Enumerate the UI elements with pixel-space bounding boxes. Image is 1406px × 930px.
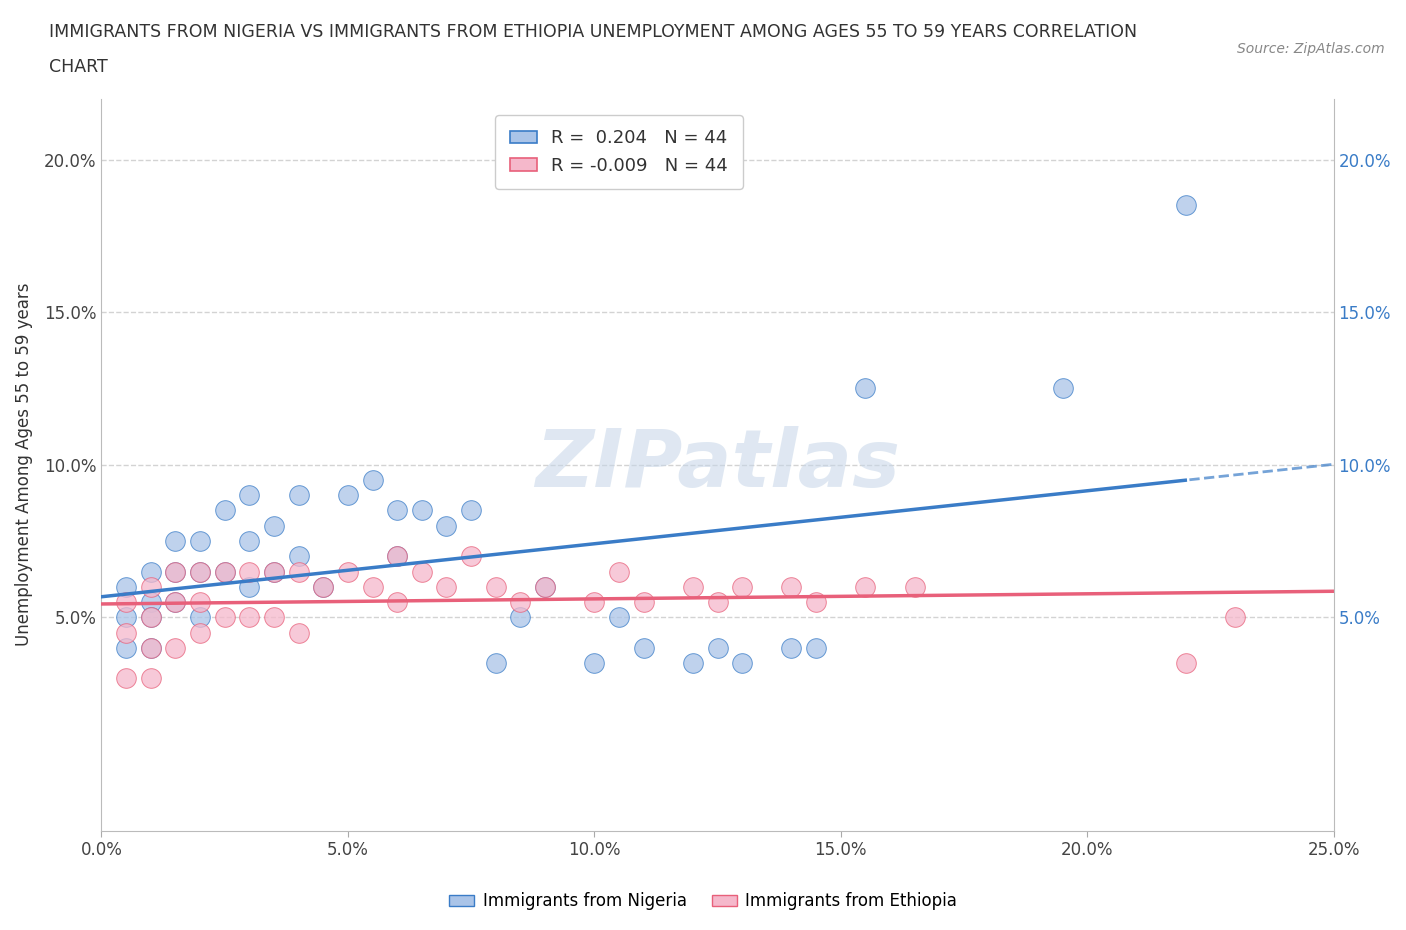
Legend: Immigrants from Nigeria, Immigrants from Ethiopia: Immigrants from Nigeria, Immigrants from… bbox=[443, 885, 963, 917]
Point bbox=[165, 641, 187, 656]
Text: ZIPatlas: ZIPatlas bbox=[536, 426, 900, 504]
Point bbox=[904, 579, 927, 594]
Point bbox=[139, 610, 162, 625]
Point bbox=[385, 594, 408, 609]
Point bbox=[731, 656, 754, 671]
Point bbox=[214, 565, 236, 579]
Point bbox=[165, 565, 187, 579]
Point bbox=[188, 594, 211, 609]
Point bbox=[804, 594, 827, 609]
Point bbox=[214, 610, 236, 625]
Point bbox=[139, 579, 162, 594]
Point bbox=[115, 671, 138, 685]
Point bbox=[214, 503, 236, 518]
Point bbox=[238, 488, 260, 503]
Point bbox=[1174, 656, 1197, 671]
Point bbox=[780, 641, 803, 656]
Point bbox=[583, 656, 606, 671]
Point bbox=[436, 579, 458, 594]
Point bbox=[115, 579, 138, 594]
Point bbox=[238, 579, 260, 594]
Point bbox=[165, 565, 187, 579]
Point bbox=[509, 610, 531, 625]
Point bbox=[312, 579, 335, 594]
Point bbox=[485, 656, 508, 671]
Point bbox=[804, 641, 827, 656]
Point bbox=[1223, 610, 1246, 625]
Point bbox=[460, 549, 482, 564]
Point bbox=[287, 488, 309, 503]
Point bbox=[139, 641, 162, 656]
Point bbox=[115, 641, 138, 656]
Point bbox=[385, 549, 408, 564]
Point bbox=[287, 565, 309, 579]
Point bbox=[139, 671, 162, 685]
Point bbox=[682, 579, 704, 594]
Point bbox=[361, 579, 384, 594]
Point bbox=[188, 534, 211, 549]
Point bbox=[1174, 198, 1197, 213]
Point bbox=[165, 594, 187, 609]
Point bbox=[188, 610, 211, 625]
Point bbox=[583, 594, 606, 609]
Point bbox=[706, 641, 728, 656]
Point bbox=[633, 594, 655, 609]
Point bbox=[188, 625, 211, 640]
Point bbox=[411, 503, 433, 518]
Point bbox=[263, 565, 285, 579]
Point bbox=[263, 610, 285, 625]
Legend: R =  0.204   N = 44, R = -0.009   N = 44: R = 0.204 N = 44, R = -0.009 N = 44 bbox=[495, 115, 742, 189]
Text: Source: ZipAtlas.com: Source: ZipAtlas.com bbox=[1237, 42, 1385, 56]
Point bbox=[165, 534, 187, 549]
Point bbox=[385, 503, 408, 518]
Point bbox=[139, 641, 162, 656]
Point bbox=[336, 488, 359, 503]
Point bbox=[534, 579, 557, 594]
Point bbox=[263, 565, 285, 579]
Point bbox=[706, 594, 728, 609]
Point bbox=[607, 565, 630, 579]
Point bbox=[509, 594, 531, 609]
Point bbox=[460, 503, 482, 518]
Point bbox=[411, 565, 433, 579]
Point bbox=[188, 565, 211, 579]
Point bbox=[115, 610, 138, 625]
Text: CHART: CHART bbox=[49, 58, 108, 75]
Point bbox=[287, 549, 309, 564]
Text: IMMIGRANTS FROM NIGERIA VS IMMIGRANTS FROM ETHIOPIA UNEMPLOYMENT AMONG AGES 55 T: IMMIGRANTS FROM NIGERIA VS IMMIGRANTS FR… bbox=[49, 23, 1137, 41]
Point bbox=[238, 534, 260, 549]
Point bbox=[336, 565, 359, 579]
Point bbox=[139, 594, 162, 609]
Point bbox=[633, 641, 655, 656]
Point bbox=[214, 565, 236, 579]
Point bbox=[312, 579, 335, 594]
Point bbox=[1052, 381, 1074, 396]
Point bbox=[238, 565, 260, 579]
Point bbox=[485, 579, 508, 594]
Point bbox=[188, 565, 211, 579]
Point bbox=[855, 381, 877, 396]
Point bbox=[139, 565, 162, 579]
Point bbox=[731, 579, 754, 594]
Point bbox=[534, 579, 557, 594]
Point bbox=[361, 472, 384, 487]
Point bbox=[263, 518, 285, 533]
Point bbox=[436, 518, 458, 533]
Point bbox=[115, 625, 138, 640]
Point bbox=[855, 579, 877, 594]
Point bbox=[238, 610, 260, 625]
Point bbox=[287, 625, 309, 640]
Point bbox=[115, 594, 138, 609]
Point bbox=[780, 579, 803, 594]
Point bbox=[165, 594, 187, 609]
Point bbox=[682, 656, 704, 671]
Point bbox=[385, 549, 408, 564]
Y-axis label: Unemployment Among Ages 55 to 59 years: Unemployment Among Ages 55 to 59 years bbox=[15, 283, 32, 646]
Point bbox=[139, 610, 162, 625]
Point bbox=[607, 610, 630, 625]
